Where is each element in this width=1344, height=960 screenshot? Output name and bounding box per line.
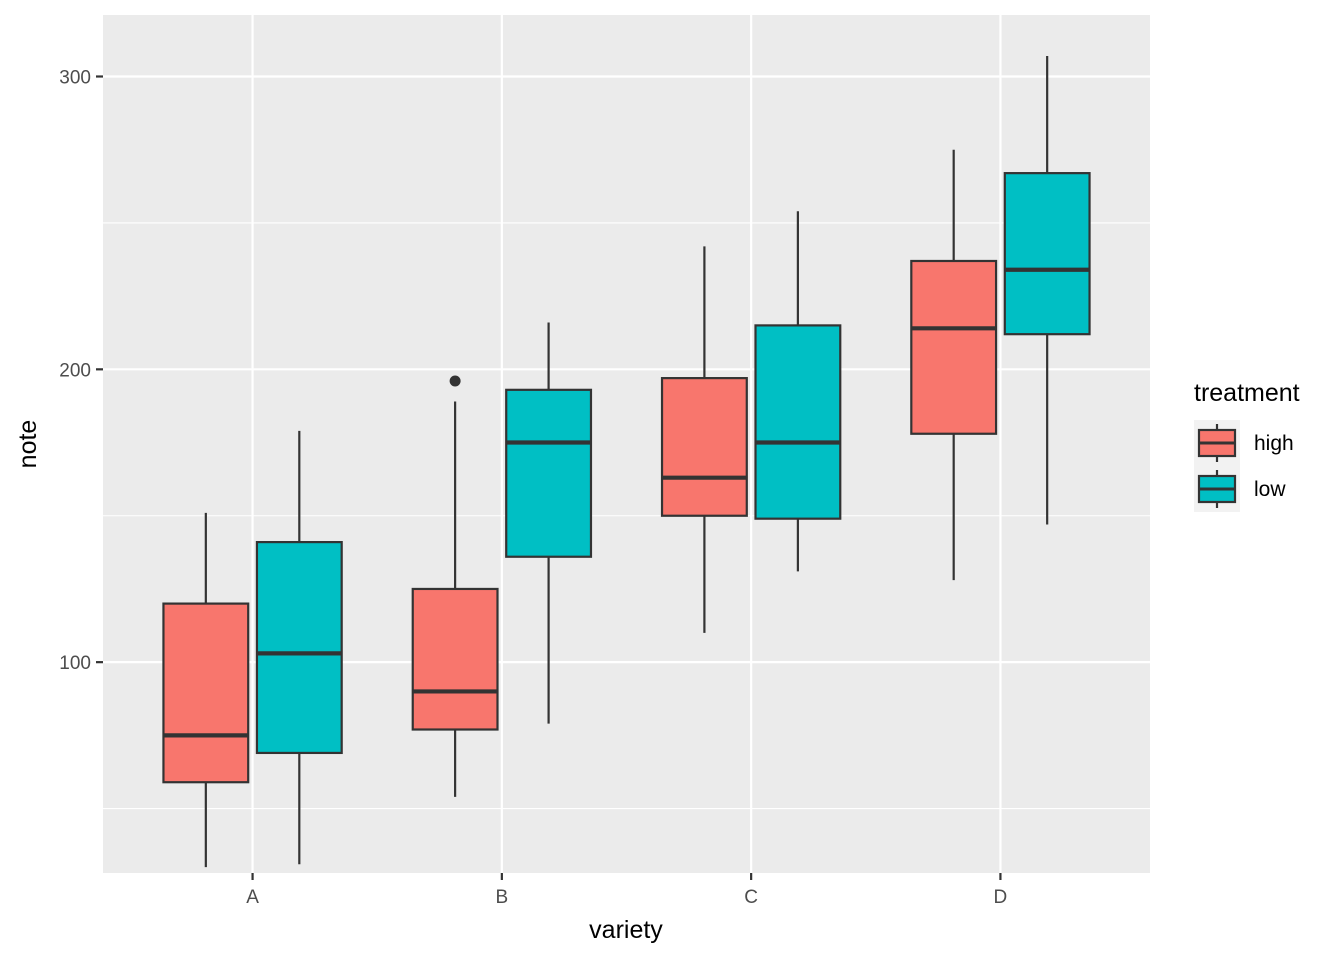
box-high-D — [910, 149, 998, 581]
outlier-point — [449, 375, 461, 387]
box-high-C — [660, 246, 748, 633]
box-body — [660, 377, 748, 517]
legend-label: low — [1254, 478, 1286, 501]
x-tick-label: A — [246, 887, 259, 908]
box-low-D — [1003, 55, 1091, 525]
box-high-A — [162, 512, 250, 868]
legend-key-low: low — [1194, 466, 1286, 512]
box-low-A — [255, 430, 343, 865]
legend-key-high: high — [1194, 420, 1294, 466]
box-body — [1003, 172, 1091, 336]
box-body — [505, 388, 593, 558]
x-tick-label: C — [744, 887, 758, 908]
grid-minor — [103, 222, 1150, 810]
x-axis: A B C D — [246, 873, 1007, 908]
x-axis-title: variety — [589, 916, 663, 944]
legend-label: high — [1254, 432, 1294, 455]
box-low-C — [754, 211, 842, 572]
box-body — [162, 602, 250, 784]
boxes — [162, 55, 1091, 868]
legend-keys: high low — [1194, 420, 1294, 512]
y-tick-label: 100 — [59, 653, 91, 674]
y-axis-title: note — [14, 420, 42, 469]
legend: treatment high low — [1194, 379, 1300, 512]
y-tick-label: 300 — [59, 67, 91, 88]
x-tick-label: B — [496, 887, 509, 908]
box-body — [411, 587, 499, 731]
box-high-B — [411, 375, 499, 797]
box-low-B — [505, 322, 593, 724]
box-body — [255, 540, 343, 755]
y-axis: 100 200 300 — [59, 67, 103, 674]
box-body — [910, 259, 998, 435]
box-body — [754, 324, 842, 520]
y-tick-label: 200 — [59, 360, 91, 381]
x-tick-label: D — [994, 887, 1008, 908]
legend-title: treatment — [1194, 379, 1300, 407]
